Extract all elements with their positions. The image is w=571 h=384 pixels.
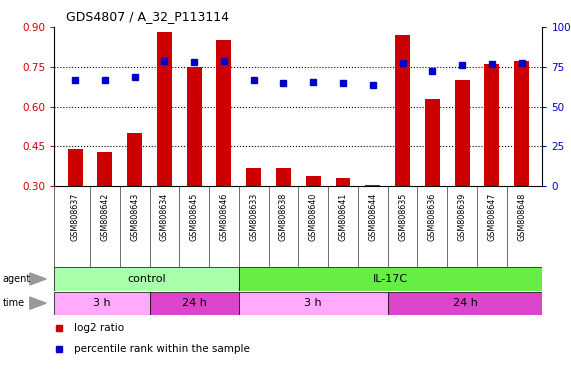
Bar bbox=[514, 61, 529, 186]
Bar bbox=[54, 291, 150, 315]
Text: control: control bbox=[127, 274, 166, 284]
Bar bbox=[54, 267, 239, 291]
Text: percentile rank within the sample: percentile rank within the sample bbox=[74, 344, 250, 354]
Text: agent: agent bbox=[3, 274, 31, 284]
Bar bbox=[239, 291, 388, 315]
Bar bbox=[127, 133, 142, 186]
Bar bbox=[67, 149, 83, 186]
Bar bbox=[455, 80, 469, 186]
Bar bbox=[306, 175, 321, 186]
Bar bbox=[484, 64, 499, 186]
Text: 24 h: 24 h bbox=[182, 298, 207, 308]
Bar bbox=[246, 168, 261, 186]
Bar bbox=[395, 35, 410, 186]
Text: GSM808635: GSM808635 bbox=[398, 193, 407, 241]
Bar bbox=[388, 291, 542, 315]
Text: GSM808640: GSM808640 bbox=[309, 193, 317, 241]
Bar bbox=[365, 185, 380, 186]
Text: GSM808647: GSM808647 bbox=[487, 193, 496, 241]
Bar bbox=[425, 99, 440, 186]
Text: GSM808633: GSM808633 bbox=[249, 193, 258, 241]
Bar bbox=[336, 178, 351, 186]
Text: GSM808637: GSM808637 bbox=[71, 193, 79, 241]
Text: GSM808648: GSM808648 bbox=[517, 193, 526, 241]
Text: GSM808645: GSM808645 bbox=[190, 193, 199, 241]
Text: time: time bbox=[3, 298, 25, 308]
Text: GSM808644: GSM808644 bbox=[368, 193, 377, 241]
Text: GSM808636: GSM808636 bbox=[428, 193, 437, 241]
Bar bbox=[98, 152, 112, 186]
Bar bbox=[187, 67, 202, 186]
Text: GSM808641: GSM808641 bbox=[339, 193, 348, 241]
Text: 3 h: 3 h bbox=[304, 298, 322, 308]
Text: GSM808646: GSM808646 bbox=[219, 193, 228, 241]
Polygon shape bbox=[30, 273, 46, 285]
Text: GSM808638: GSM808638 bbox=[279, 193, 288, 241]
Text: GSM808643: GSM808643 bbox=[130, 193, 139, 241]
Text: 3 h: 3 h bbox=[93, 298, 111, 308]
Text: GSM808634: GSM808634 bbox=[160, 193, 169, 241]
Text: GDS4807 / A_32_P113114: GDS4807 / A_32_P113114 bbox=[66, 10, 228, 23]
Bar bbox=[239, 267, 542, 291]
Text: GSM808642: GSM808642 bbox=[100, 193, 110, 241]
Bar bbox=[216, 40, 231, 186]
Text: 24 h: 24 h bbox=[453, 298, 477, 308]
Text: GSM808639: GSM808639 bbox=[457, 193, 467, 241]
Bar bbox=[157, 32, 172, 186]
Polygon shape bbox=[30, 297, 46, 309]
Text: log2 ratio: log2 ratio bbox=[74, 323, 124, 333]
Text: IL-17C: IL-17C bbox=[373, 274, 408, 284]
Bar bbox=[150, 291, 239, 315]
Bar bbox=[276, 168, 291, 186]
